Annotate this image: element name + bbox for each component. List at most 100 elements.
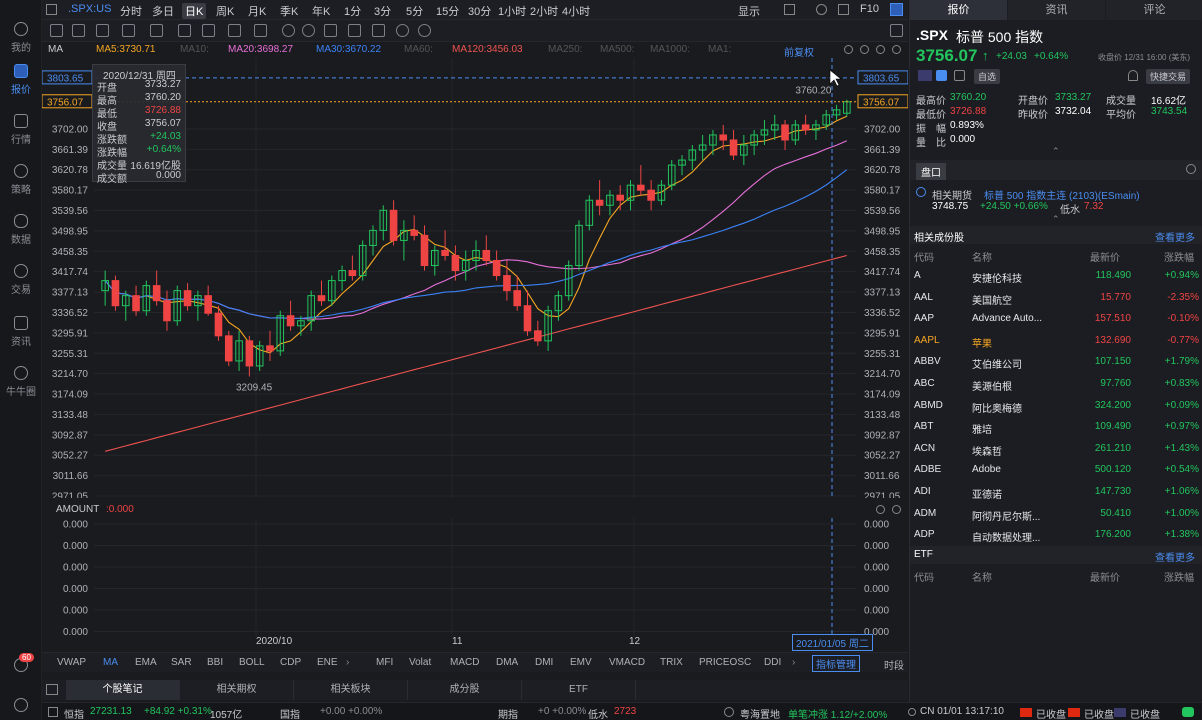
adjust-dropdown[interactable]: 前复权 [784,48,814,59]
gear-icon[interactable] [892,45,901,54]
table-row[interactable]: ABT 雅培 109.490 +0.97% [910,416,1202,438]
collapse-up-icon[interactable]: ⌃ [1052,214,1060,224]
polyline-tool-icon[interactable] [150,24,163,37]
minus-icon[interactable] [876,505,885,514]
nav-quote[interactable]: 报价 [0,64,42,96]
ind-mfi[interactable]: MFI [376,657,394,668]
gear-icon[interactable] [892,505,901,514]
guozhi-label[interactable]: 国指 [280,710,300,720]
table-row[interactable]: ADP 自动数据处理... 176.200 +1.38% [910,524,1202,546]
table-row[interactable]: ABBV 艾伯维公司 107.150 +1.79% [910,351,1202,373]
nav-news[interactable]: 资讯 [0,316,42,348]
period-1h[interactable]: 1小时 [498,6,527,18]
settings-tool-icon[interactable] [418,24,431,37]
table-row[interactable]: ABC 美源伯根 97.760 +0.83% [910,373,1202,395]
draw-icon[interactable] [816,4,827,15]
ind-vwap[interactable]: VWAP [57,657,87,668]
etf-col-change[interactable]: 涨跌幅 [1164,573,1194,584]
period-1min[interactable]: 1分 [344,6,362,18]
channel-tool-icon[interactable] [122,24,135,37]
period-niank[interactable]: 年K [312,6,331,18]
table-row[interactable]: AAP Advance Auto... 157.510 -0.10% [910,308,1202,330]
ind-ddi[interactable]: DDI [764,657,782,668]
etf-col-price[interactable]: 最新价 [1090,573,1120,584]
panel-toggle-icon[interactable] [890,3,903,16]
nav-mine[interactable]: 我的 [0,22,42,54]
qizhi-label[interactable]: 期指 [498,710,518,720]
period-4h[interactable]: 4小时 [562,6,591,18]
col-name[interactable]: 名称 [972,253,992,264]
display-menu[interactable]: 显示 [738,6,760,18]
pankou-tab[interactable]: 盘口 [916,163,946,180]
ind-volat[interactable]: Volat [409,657,432,668]
col-change[interactable]: 涨跌幅 [1164,253,1194,264]
magnet-icon[interactable] [324,24,337,37]
ind-cdp[interactable]: CDP [280,657,302,668]
period-duori[interactable]: 多日 [152,6,174,18]
amount-label[interactable]: AMOUNT [56,504,100,515]
tab-options[interactable]: 相关期权 [180,680,294,700]
table-row[interactable]: AAPL 苹果 132.690 -0.77% [910,330,1202,352]
note-icon[interactable] [954,70,965,81]
table-row[interactable]: A 安捷伦科技 118.490 +0.94% [910,265,1202,287]
period-jik[interactable]: 季K [280,6,299,18]
period-zhouk[interactable]: 周K [216,6,235,18]
ind-priceosc[interactable]: PRICEOSC [699,657,752,668]
period-30min[interactable]: 30分 [468,6,492,18]
futures-name[interactable]: 标普 500 指数主连 (2103)(ESmain) [984,191,1140,202]
ind-emv[interactable]: EMV [570,657,592,668]
constituents-more-link[interactable]: 查看更多 [1155,233,1195,244]
ind-boll[interactable]: BOLL [239,657,265,668]
cursor-icon[interactable] [50,24,63,37]
period-3min[interactable]: 3分 [374,6,392,18]
nav-strategy[interactable]: 策略 [0,164,42,196]
nav-data[interactable]: 数据 [0,214,42,246]
ind-sar[interactable]: SAR [171,657,192,668]
zoom-icon[interactable] [282,24,295,37]
add-icon[interactable] [876,45,885,54]
menu-icon[interactable] [48,707,58,717]
ind-dmi[interactable]: DMI [535,657,554,668]
panel-icon[interactable] [46,684,58,695]
minimize-icon[interactable] [844,45,853,54]
tab-constituents[interactable]: 成分股 [408,680,522,700]
line-tool-icon[interactable] [72,24,85,37]
tab-etf[interactable]: ETF [522,680,636,700]
indicator-manage-button[interactable]: 指标管理 [812,655,860,672]
lock-icon[interactable] [348,24,361,37]
table-row[interactable]: ACN 埃森哲 261.210 +1.43% [910,438,1202,460]
chevron-right-icon[interactable]: › [792,657,796,668]
bell-icon[interactable] [1128,70,1138,81]
tab-comments[interactable]: 评论 [1106,0,1202,20]
gear-icon[interactable] [1186,164,1196,174]
add-watchlist-button[interactable]: 自选 [974,69,1001,84]
period-rik[interactable]: 日K [182,3,207,19]
tab-notes[interactable]: 个股笔记 [66,680,180,700]
table-row[interactable]: ADM 阿彻丹尼尔斯... 50.410 +1.00% [910,503,1202,525]
tab-news[interactable]: 资讯 [1008,0,1105,20]
alert-stock[interactable]: 粤海置地 [740,710,780,720]
tag-icon[interactable] [936,70,947,81]
chevron-right-icon[interactable]: › [346,657,350,668]
nav-market[interactable]: 行情 [0,114,42,146]
period-2h[interactable]: 2小时 [530,6,559,18]
period-15min[interactable]: 15分 [436,6,460,18]
trash-icon[interactable] [372,24,385,37]
eye-icon[interactable] [302,24,315,37]
ind-ma[interactable]: MA [103,657,118,668]
ma-toggle[interactable]: MA [48,44,63,55]
table-row[interactable]: ADBE Adobe 500.120 +0.54% [910,459,1202,481]
wechat-icon[interactable] [1182,707,1194,717]
ind-dma[interactable]: DMA [496,657,519,668]
ind-macd[interactable]: MACD [450,657,480,668]
nav-community[interactable]: 牛牛圈 [0,366,42,398]
etf-col-code[interactable]: 代码 [914,573,934,584]
table-row[interactable]: AAL 美国航空 15.770 -2.35% [910,287,1202,309]
link-icon[interactable] [396,24,409,37]
etf-col-name[interactable]: 名称 [972,573,992,584]
fullscreen-icon[interactable] [838,4,849,15]
ind-ema[interactable]: EMA [135,657,157,668]
collapse-up-icon[interactable]: ⌃ [1052,146,1060,156]
window-icon[interactable] [46,4,57,15]
etf-more-link[interactable]: 查看更多 [1155,553,1195,564]
